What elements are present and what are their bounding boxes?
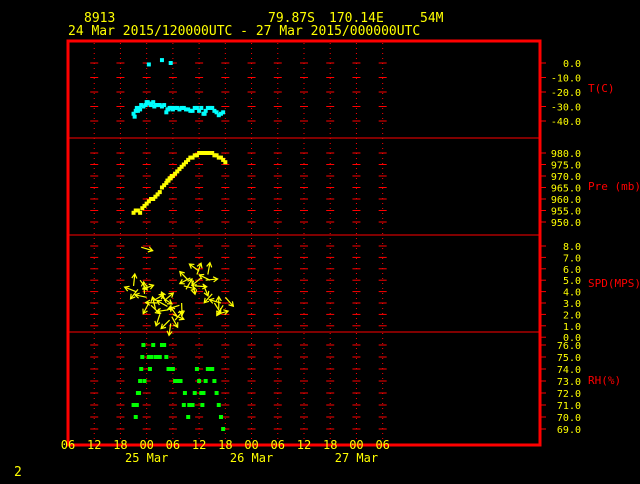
- x-tick-label: 06: [61, 438, 75, 452]
- rh-axis-label: RH(%): [588, 374, 621, 387]
- x-day-label: 27 Mar: [335, 451, 378, 465]
- humidity-point: [195, 367, 199, 371]
- humidity-point: [182, 403, 186, 407]
- humidity-point: [137, 391, 141, 395]
- y-tick-label: 3.0: [563, 299, 581, 310]
- x-tick-label: 00: [139, 438, 153, 452]
- temperature-point: [133, 115, 137, 119]
- temp-axis-label: T(C): [588, 82, 615, 95]
- humidity-point: [151, 343, 155, 347]
- y-tick-label: 1.0: [563, 322, 581, 333]
- x-tick-label: 12: [297, 438, 311, 452]
- x-day-label: 26 Mar: [230, 451, 273, 465]
- y-tick-label: 76.0: [557, 341, 581, 352]
- humidity-point: [212, 379, 216, 383]
- humidity-point: [186, 415, 190, 419]
- pressure-point: [223, 160, 227, 164]
- humidity-point: [204, 379, 208, 383]
- y-tick-label: 7.0: [563, 253, 581, 264]
- x-tick-label: 18: [218, 438, 232, 452]
- x-tick-label: 12: [87, 438, 101, 452]
- x-tick-label: 06: [271, 438, 285, 452]
- humidity-point: [219, 415, 223, 419]
- humidity-point: [141, 343, 145, 347]
- humidity-point: [135, 403, 139, 407]
- y-tick-label: 965.0: [551, 184, 581, 195]
- y-tick-label: -40.0: [551, 117, 581, 128]
- x-tick-label: 00: [349, 438, 363, 452]
- humidity-point: [200, 403, 204, 407]
- y-tick-label: 6.0: [563, 265, 581, 276]
- x-tick-label: 06: [166, 438, 180, 452]
- page-number: 2: [14, 465, 22, 480]
- x-tick-label: 00: [244, 438, 258, 452]
- humidity-point: [138, 379, 142, 383]
- humidity-point: [217, 403, 221, 407]
- humidity-point: [197, 379, 201, 383]
- x-tick-label: 18: [113, 438, 127, 452]
- temperature-point: [162, 103, 166, 107]
- humidity-point: [191, 403, 195, 407]
- wind-axis-label: SPD(MPS): [588, 277, 640, 290]
- y-tick-label: 74.0: [557, 365, 581, 376]
- y-tick-label: 960.0: [551, 195, 581, 206]
- humidity-point: [140, 355, 144, 359]
- humidity-point: [162, 343, 166, 347]
- pressure-point: [158, 190, 162, 194]
- y-tick-label: 71.0: [557, 401, 581, 412]
- humidity-point: [134, 415, 138, 419]
- humidity-point: [171, 367, 175, 371]
- humidity-point: [148, 367, 152, 371]
- humidity-point: [221, 427, 225, 431]
- x-day-label: 25 Mar: [125, 451, 168, 465]
- temperature-point: [147, 62, 151, 66]
- temperature-point: [199, 106, 203, 110]
- y-tick-label: 69.0: [557, 425, 581, 436]
- humidity-point: [164, 355, 168, 359]
- y-tick-label: 970.0: [551, 172, 581, 183]
- humidity-point: [149, 355, 153, 359]
- humidity-point: [183, 391, 187, 395]
- y-tick-label: 5.0: [563, 276, 581, 287]
- y-tick-label: -30.0: [551, 103, 581, 114]
- humidity-point: [201, 391, 205, 395]
- x-tick-label: 06: [375, 438, 389, 452]
- y-tick-label: 72.0: [557, 389, 581, 400]
- humidity-point: [215, 391, 219, 395]
- humidity-point: [158, 355, 162, 359]
- time-range: 24 Mar 2015/120000UTC - 27 Mar 2015/0000…: [68, 24, 420, 39]
- y-tick-label: 70.0: [557, 413, 581, 424]
- y-tick-label: 4.0: [563, 288, 581, 299]
- y-tick-label: 8.0: [563, 242, 581, 253]
- y-tick-label: 975.0: [551, 161, 581, 172]
- y-tick-label: 0.0: [563, 59, 581, 70]
- x-tick-label: 18: [323, 438, 337, 452]
- humidity-point: [139, 367, 143, 371]
- y-tick-label: 980.0: [551, 149, 581, 160]
- temperature-point: [221, 110, 225, 114]
- pres-axis-label: Pre (mb): [588, 180, 640, 193]
- y-tick-label: 950.0: [551, 218, 581, 229]
- y-tick-label: 955.0: [551, 207, 581, 218]
- y-tick-label: -20.0: [551, 88, 581, 99]
- y-tick-label: 73.0: [557, 377, 581, 388]
- temperature-point: [160, 58, 164, 62]
- y-tick-label: -10.0: [551, 74, 581, 85]
- humidity-point: [193, 391, 197, 395]
- y-tick-label: 2.0: [563, 310, 581, 321]
- x-tick-label: 12: [192, 438, 206, 452]
- y-tick-label: 75.0: [557, 353, 581, 364]
- elevation: 54M: [420, 11, 444, 26]
- humidity-point: [142, 379, 146, 383]
- temperature-point: [169, 61, 173, 65]
- humidity-point: [210, 367, 214, 371]
- humidity-point: [179, 379, 183, 383]
- pressure-point: [138, 211, 142, 215]
